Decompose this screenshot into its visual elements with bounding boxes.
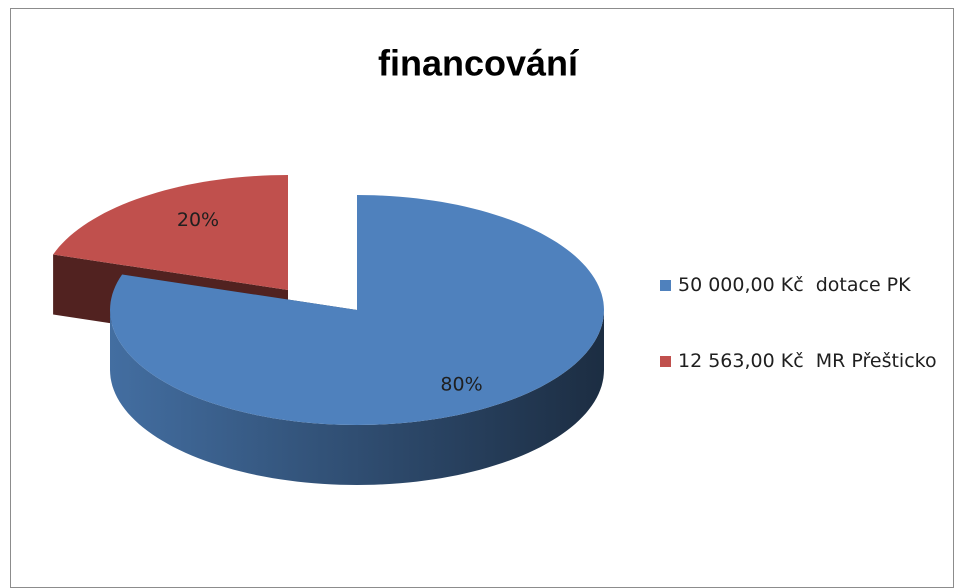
slice-top xyxy=(53,175,288,290)
legend-label: 50 000,00 Kč dotace PK xyxy=(678,274,911,296)
chart-title: financování xyxy=(378,43,579,84)
slice-wall xyxy=(110,310,604,485)
legend-swatch xyxy=(660,280,671,291)
legend-label: 12 563,00 Kč MR Přešticko xyxy=(678,350,937,372)
slice-top xyxy=(110,195,604,425)
data-label: 20% xyxy=(177,209,219,231)
data-label: 80% xyxy=(440,373,482,395)
pie-slice xyxy=(110,195,604,485)
legend-swatch xyxy=(660,356,671,367)
